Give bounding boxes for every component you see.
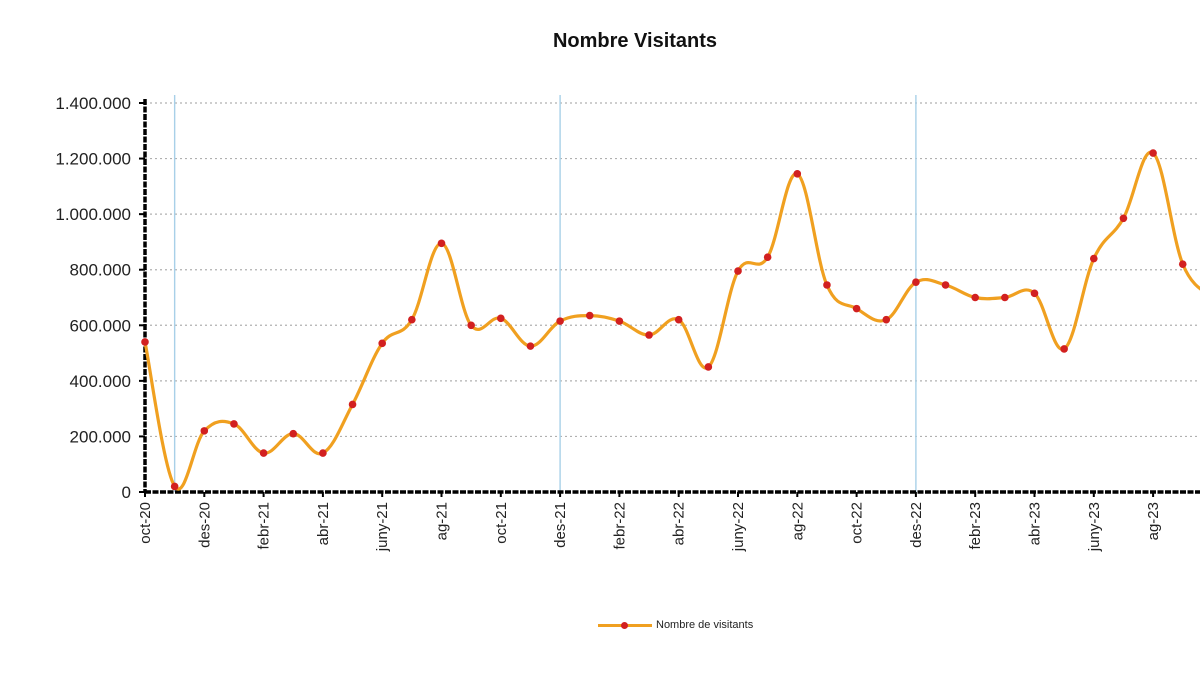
- x-tick-label: des-21: [552, 502, 569, 548]
- data-point-abr-22: [674, 315, 683, 324]
- x-tick-label: abr-22: [671, 502, 688, 545]
- data-point-nov-21: [526, 342, 535, 350]
- y-axis: 0 200.000 400.000 600.000 800.000 1.000.000 1.…: [55, 94, 147, 502]
- data-point-oct-21: [497, 314, 505, 323]
- x-tick-label: abr-21: [315, 502, 332, 545]
- x-tick-label: febr-23: [967, 502, 984, 550]
- data-point-oct-22: [852, 304, 861, 313]
- x-tick-label: oct-20: [137, 502, 154, 544]
- data-point-ag-23: [1149, 149, 1157, 157]
- y-tick-label: 200.000: [70, 427, 131, 446]
- data-point-abr-21: [319, 449, 327, 457]
- legend-label: Nombre de visitants: [656, 619, 754, 631]
- series-line: [143, 150, 1200, 491]
- data-point-març-21: [289, 429, 298, 438]
- chart-title: Nombre Visitants: [552, 30, 718, 52]
- data-point-nov-22: [882, 315, 891, 324]
- y-tick-label: 0: [122, 483, 131, 502]
- data-point-gen-21: [230, 420, 238, 428]
- data-point-juny-22: [734, 267, 742, 275]
- y-tick-label: 1.200.000: [55, 150, 131, 169]
- y-tick-label: 800.000: [70, 261, 131, 280]
- data-point-gen-22: [585, 311, 594, 320]
- x-tick-label: ag-23: [1145, 502, 1162, 540]
- x-tick-label: ag-21: [434, 502, 451, 540]
- x-tick-label: oct-22: [849, 502, 866, 544]
- data-point-maig-21: [348, 400, 357, 409]
- data-point-nov-20: [170, 482, 179, 491]
- x-tick-label: ag-22: [789, 502, 806, 540]
- data-point-jul-21: [408, 315, 416, 324]
- vertical-markers: [173, 95, 917, 492]
- gridlines: [145, 102, 1200, 438]
- data-point-des-22: [912, 278, 920, 287]
- data-point-set-21: [467, 321, 475, 330]
- data-point-jul-23: [1119, 214, 1128, 223]
- y-tick-label: 400.000: [70, 372, 131, 391]
- data-point-juny-21: [378, 339, 387, 348]
- x-tick-label: des-20: [196, 502, 213, 548]
- legend-swatch: [598, 616, 652, 634]
- data-point-maig-22: [704, 363, 713, 371]
- data-point-febr-21: [259, 449, 268, 457]
- data-point-oct-20: [141, 338, 149, 346]
- legend: Nombre de visitants: [598, 616, 753, 634]
- data-point-febr-22: [615, 317, 624, 325]
- series-nombre-de-visitants: [141, 149, 1200, 491]
- x-tick-label: juny-22: [730, 502, 747, 552]
- data-point-des-20: [200, 427, 209, 435]
- x-tick-label: febr-21: [256, 502, 273, 550]
- data-point-febr-23: [971, 293, 979, 302]
- data-point-ag-22: [793, 170, 802, 178]
- data-point-abr-23: [1030, 289, 1039, 298]
- data-point-març-23: [1001, 293, 1009, 302]
- data-point-jul-22: [763, 253, 772, 262]
- x-tick-label: juny-21: [374, 502, 391, 552]
- data-point-juny-23: [1090, 254, 1098, 263]
- y-tick-label: 1.400.000: [55, 94, 131, 113]
- x-tick-label: abr-23: [1027, 502, 1044, 545]
- data-point-set-23: [1178, 260, 1187, 268]
- x-tick-label: des-22: [908, 502, 925, 548]
- data-point-gen-23: [941, 281, 950, 289]
- data-point-ag-21: [437, 239, 446, 248]
- y-tick-label: 600.000: [70, 316, 131, 335]
- y-tick-label: 1.000.000: [55, 205, 131, 224]
- data-point-maig-23: [1060, 345, 1068, 353]
- x-tick-label: febr-22: [611, 502, 628, 550]
- data-point-set-22: [823, 281, 831, 289]
- x-tick-label: juny-23: [1086, 502, 1103, 552]
- x-axis: oct-20 des-20 febr-21 abr-21 juny-21 ag-21 oct…: [137, 490, 1200, 552]
- x-tick-label: oct-21: [493, 502, 510, 544]
- data-point-des-21: [556, 317, 564, 325]
- data-point-març-22: [645, 331, 653, 339]
